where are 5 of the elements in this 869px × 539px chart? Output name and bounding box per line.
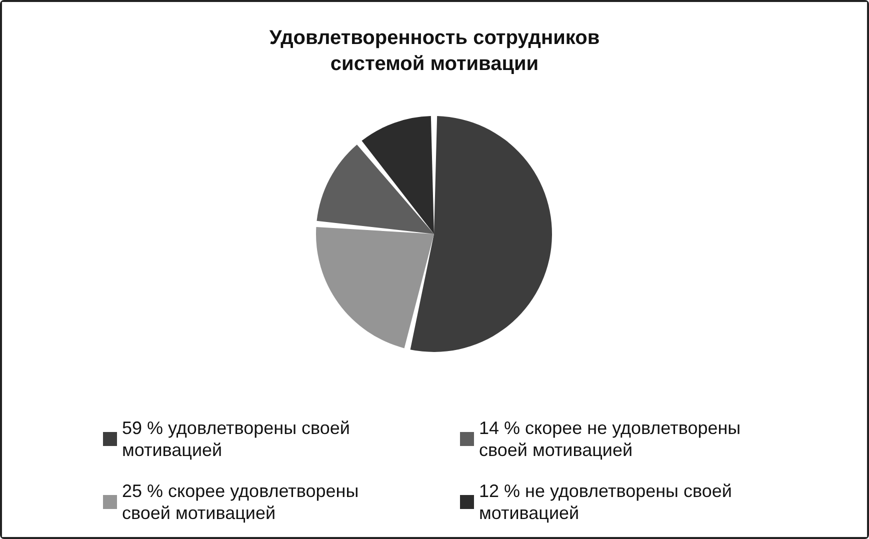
legend-label: 25 % скорее удовлетворены своей мотивацией bbox=[122, 481, 359, 523]
chart-title: Удовлетворенность сотрудников системой мотивации bbox=[269, 27, 600, 75]
legend-label: 12 % не удовлетворены своей мотивацией bbox=[479, 481, 732, 523]
legend-label: 14 % скорее не удовлетворены своей мотивацией bbox=[479, 418, 741, 460]
legend-label: 59 % удовлетворены своей мотивацией bbox=[122, 418, 350, 460]
